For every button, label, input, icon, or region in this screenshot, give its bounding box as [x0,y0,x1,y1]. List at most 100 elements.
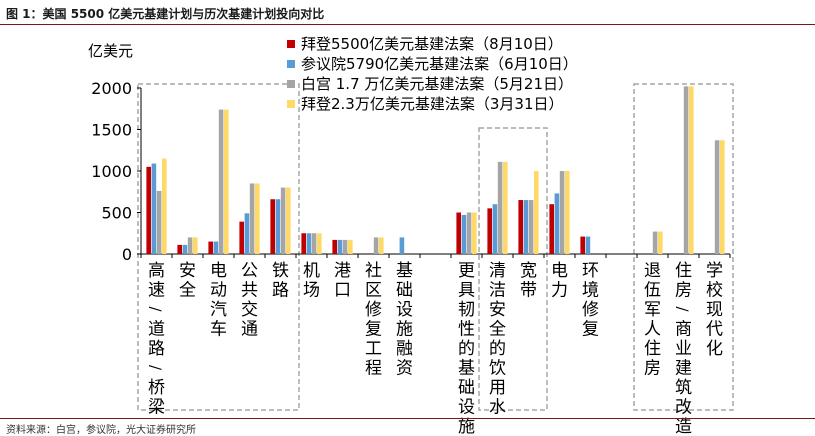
x-category-label: 修 [365,300,382,320]
x-category-label: 饮 [489,359,506,379]
x-category-label: 电 [551,261,568,281]
x-category-label: 住 [675,261,692,281]
x-category-label: 校 [706,281,723,301]
x-category-label: 基 [458,359,475,379]
y-tick-label: 0 [122,245,132,264]
chart-legend: 拜登5500亿美元基建法案（8月10日） 参议院5790亿美元基建法案（6月10日… [287,34,578,114]
x-category-label: 程 [365,359,382,379]
x-category-label: 清 [489,261,506,281]
legend-swatch [287,40,295,48]
bar-series-1 [549,204,554,254]
bar-series-3 [187,237,193,254]
x-category-label: 机 [303,261,320,281]
bar-series-3 [714,140,720,254]
bar-series-3 [466,212,472,254]
x-category-label: 房 [644,359,661,379]
x-category-label: 水 [489,398,506,418]
x-category-label: 梁 [148,398,165,418]
x-category-label: 具 [458,281,475,301]
bar-series-2 [151,163,157,254]
bar-series-3 [218,109,224,254]
bar-series-1 [487,208,492,254]
x-category-label: 安 [489,300,506,320]
x-category-label: 交 [241,300,258,320]
x-category-label: 带 [520,281,537,301]
bar-series-4 [162,158,167,254]
x-category-label: 全 [489,320,506,340]
x-category-label: 性 [458,320,475,340]
legend-label: 拜登2.3万亿美元基建法案（3月31日） [301,95,564,113]
x-category-label: 道 [148,320,165,340]
x-category-label: 学 [706,261,723,281]
x-category-label: 建 [675,359,692,379]
legend-label: 白宫 1.7 万亿美元基建法案（5月21日） [301,75,574,93]
bar-series-2 [275,199,281,254]
legend-swatch [287,80,295,88]
title-rule [0,24,815,25]
x-category-label: 军 [644,300,661,320]
x-category-label: 融 [396,339,413,359]
x-category-label: 退 [644,261,661,281]
bar-series-1 [270,199,275,254]
bar-series-2 [182,244,188,254]
x-category-label: 基 [396,261,413,281]
x-category-label: 铁 [272,261,289,281]
x-category-label: / [674,306,692,312]
x-category-label: 础 [396,281,413,301]
bar-series-1 [332,239,337,254]
highlight-box-1 [137,83,300,411]
bar-series-4 [720,140,725,254]
x-category-label: 路 [148,339,165,359]
bar-series-4 [193,237,198,254]
x-category-label: 复 [365,320,382,340]
x-category-label: 住 [644,339,661,359]
legend-item: 参议院5790亿美元基建法案（6月10日） [287,54,578,74]
highlight-box-2 [478,127,548,411]
x-category-label: 的 [458,339,475,359]
bar-series-2 [244,213,250,254]
legend-swatch [287,100,295,108]
bar-series-2 [399,237,405,254]
legend-item: 拜登5500亿美元基建法案（8月10日） [287,34,578,54]
y-tick-label: 2000 [91,79,132,98]
x-category-label: 口 [334,281,351,301]
x-category-label: 韧 [458,300,475,320]
y-tick-label: 1500 [91,121,132,140]
bar-series-4 [317,233,322,254]
y-tick-label: 1000 [91,162,132,181]
x-category-label: 修 [582,300,599,320]
legend-item: 拜登2.3万亿美元基建法案（3月31日） [287,94,578,114]
bar-series-3 [156,190,162,254]
bar-series-4 [503,161,508,254]
bar-series-3 [311,233,317,254]
figure-source: 资料来源：白宫，参议院，光大证券研究所 [6,425,196,436]
x-category-label: 汽 [210,300,227,320]
x-category-label: 路 [272,281,289,301]
x-category-label: 更 [458,261,475,281]
x-category-label: 速 [148,281,165,301]
x-category-label: / [147,365,165,371]
bar-series-2 [585,236,591,254]
x-category-label: 洁 [489,281,506,301]
bar-series-4 [255,183,260,254]
bar-series-4 [379,237,384,254]
x-category-label: 复 [582,320,599,340]
bar-series-2 [461,214,467,254]
x-category-label: 社 [365,261,382,281]
x-category-label: 动 [210,281,227,301]
x-category-label: 的 [489,339,506,359]
x-category-label: 改 [675,398,692,418]
bar-series-4 [286,187,291,254]
bar-series-2 [523,200,529,254]
x-category-label: 通 [241,320,258,340]
bar-series-3 [528,200,534,254]
bar-series-1 [146,166,151,254]
bar-series-2 [337,239,343,254]
x-category-label: 宽 [520,261,537,281]
x-category-label: 境 [582,281,599,301]
x-category-label: 施 [458,417,475,436]
x-category-label: 区 [365,281,382,301]
x-category-label: 高 [148,261,165,281]
y-tick-label: 500 [101,204,132,223]
